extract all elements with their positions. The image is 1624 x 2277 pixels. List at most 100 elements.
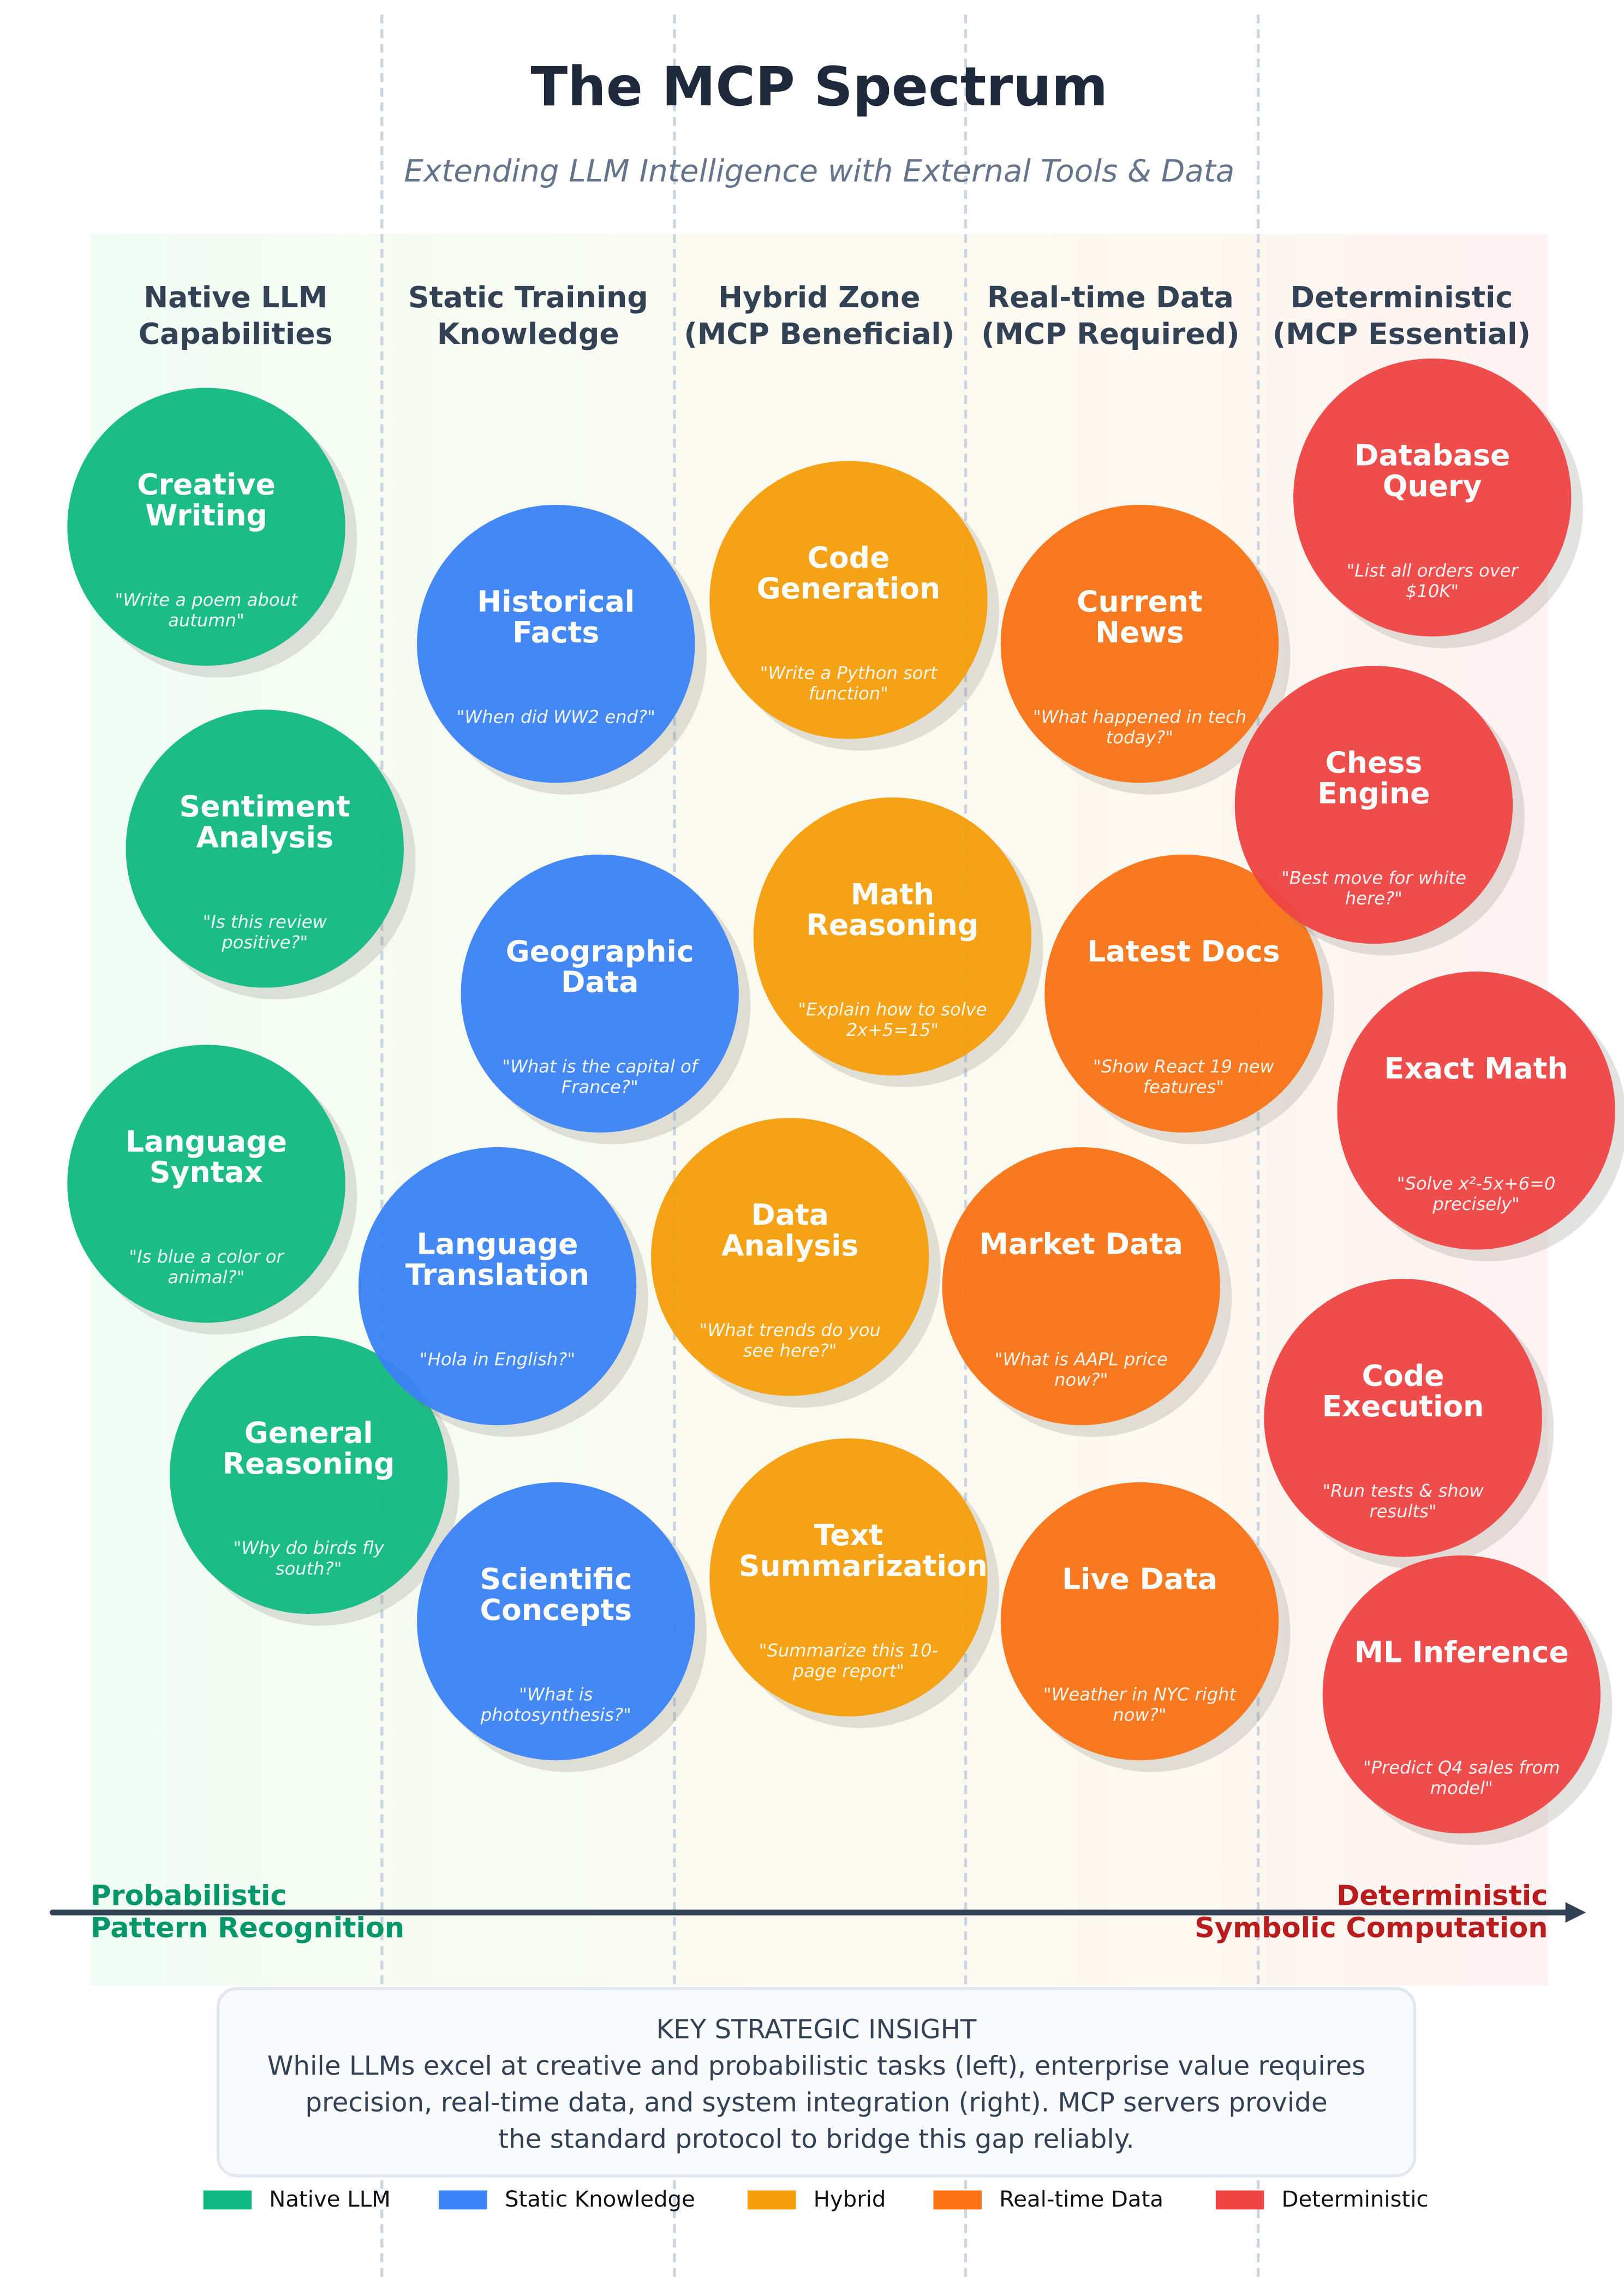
capability-bubble: Chess Engine "Best move for white here?" [1234, 665, 1513, 944]
capability-title: Language Syntax [125, 1124, 288, 1190]
column-divider [1256, 14, 1260, 2277]
capability-title: Chess Engine [1317, 744, 1430, 811]
column-header-deterministic: Deterministic (MCP Essential) [1248, 279, 1555, 353]
page-subtitle: Extending LLM Intelligence with External… [404, 153, 1235, 189]
legend-swatch [439, 2190, 487, 2209]
legend-item-static: Static Knowledge [439, 2186, 695, 2213]
capability-bubble: Historical Facts "When did WW2 end?" [417, 504, 695, 783]
capability-example: "Weather in NYC right now?" [1043, 1684, 1237, 1725]
capability-bubble: Data Analysis "What trends do you see her… [651, 1118, 929, 1396]
capability-example: "Predict Q4 sales from model" [1363, 1757, 1560, 1798]
capability-title: General Reasoning [222, 1415, 395, 1481]
capability-bubble: Code Execution "Run tests & show results" [1264, 1279, 1542, 1557]
capability-bubble: Market Data "What is AAPL price now?" [942, 1147, 1220, 1426]
legend-label: Static Knowledge [504, 2186, 695, 2213]
legend-label: Real-time Data [999, 2186, 1164, 2213]
column-header-static: Static Training Knowledge [374, 279, 682, 353]
column-header-line: (MCP Essential) [1272, 316, 1531, 351]
page-title: The MCP Spectrum [530, 55, 1108, 119]
arrow-right-icon [1565, 1902, 1586, 1923]
column-divider [673, 14, 676, 2277]
capability-title: Creative Writing [137, 467, 276, 533]
capability-example: "Solve x²-5x+6=0 precisely" [1396, 1173, 1556, 1215]
column-header-line: Real-time Data [987, 279, 1234, 315]
capability-example: "Write a Python sort function" [760, 663, 938, 704]
capability-example: "What is photosynthesis?" [480, 1684, 631, 1725]
capability-title: Exact Math [1384, 1050, 1568, 1086]
legend: Native LLM Static Knowledge Hybrid Real-… [0, 2186, 1624, 2215]
axis-label-line: Probabilistic [91, 1880, 287, 1913]
column-header-line: Knowledge [437, 316, 619, 351]
capability-bubble: Creative Writing "Write a poem about autu… [67, 388, 345, 666]
capability-bubble: Current News "What happened in tech today… [1000, 504, 1279, 783]
column-header-line: Capabilities [138, 316, 333, 351]
capability-example: "Run tests & show results" [1322, 1481, 1484, 1522]
capability-example: "What is the capital of France?" [502, 1056, 698, 1098]
insight-line: While LLMs excel at creative and probabi… [267, 2051, 1366, 2083]
capability-bubble: Live Data "Weather in NYC right now?" [1000, 1482, 1279, 1761]
column-header-line: Static Training [408, 279, 648, 315]
capability-title: Language Translation [405, 1226, 590, 1292]
legend-item-hybrid: Hybrid [747, 2186, 886, 2213]
capability-title: ML Inference [1354, 1634, 1569, 1670]
capability-example: "When did WW2 end?" [456, 706, 655, 728]
legend-swatch [747, 2190, 796, 2209]
capability-bubble: Language Translation "Hola in English?" [358, 1147, 637, 1426]
capability-bubble: Sentiment Analysis "Is this review positi… [126, 710, 404, 988]
capability-bubble: Scientific Concepts "What is photosynthes… [417, 1482, 695, 1761]
legend-label: Hybrid [813, 2186, 886, 2213]
capability-title: Geographic Data [505, 933, 694, 1000]
capability-title: Math Reasoning [806, 876, 979, 943]
legend-swatch [1215, 2190, 1264, 2209]
capability-title: Market Data [979, 1226, 1183, 1262]
capability-title: Live Data [1061, 1561, 1218, 1596]
capability-title: Scientific Concepts [480, 1561, 632, 1628]
column-header-hybrid: Hybrid Zone (MCP Beneficial) [666, 279, 973, 353]
column-divider [964, 14, 968, 2277]
capability-example: "What is AAPL price now?" [994, 1349, 1168, 1390]
legend-swatch [203, 2190, 252, 2209]
column-header-line: (MCP Required) [981, 316, 1240, 351]
column-header-line: (MCP Beneficial) [684, 316, 955, 351]
capability-bubble: Math Reasoning "Explain how to solve 2x+5… [753, 797, 1032, 1076]
axis-label-right: Deterministic Symbolic Computation [1195, 1880, 1548, 1945]
capability-example: "What trends do you see here?" [699, 1320, 881, 1361]
insight-box: KEY STRATEGIC INSIGHT While LLMs excel a… [216, 1987, 1417, 2178]
capability-bubble: Language Syntax "Is blue a color or anima… [67, 1045, 345, 1323]
capability-example: "Summarize this 10-page report" [759, 1640, 939, 1682]
capability-bubble: Text Summarization "Summarize this 10-pag… [709, 1438, 988, 1716]
legend-swatch [933, 2190, 982, 2209]
capability-bubble: Geographic Data "What is the capital of F… [461, 854, 739, 1133]
column-header-line: Native LLM [144, 279, 327, 315]
column-header-line: Hybrid Zone [718, 279, 921, 315]
axis-label-line: Deterministic [1336, 1880, 1548, 1913]
column-header-native: Native LLM Capabilities [82, 279, 389, 353]
axis-label-left: Probabilistic Pattern Recognition [91, 1880, 404, 1945]
capability-bubble: Code Generation "Write a Python sort func… [709, 461, 988, 739]
capability-title: Latest Docs [1087, 933, 1280, 969]
capability-bubble: Exact Math "Solve x²-5x+6=0 precisely" [1337, 971, 1615, 1250]
capability-example: "List all orders over $10K" [1346, 560, 1518, 601]
capability-title: Historical Facts [477, 583, 635, 650]
axis-label-line: Symbolic Computation [1195, 1912, 1548, 1945]
axis-label-line: Pattern Recognition [91, 1912, 405, 1945]
legend-label: Deterministic [1281, 2186, 1429, 2213]
capability-example: "Show React 19 new features" [1092, 1056, 1274, 1098]
legend-item-deterministic: Deterministic [1215, 2186, 1429, 2213]
capability-example: "Why do birds fly south?" [233, 1537, 384, 1579]
capability-example: "Hola in English?" [419, 1349, 576, 1370]
capability-title: Text Summarization [738, 1517, 988, 1583]
capability-example: "What happened in tech today?" [1032, 706, 1247, 748]
legend-item-native: Native LLM [203, 2186, 391, 2213]
legend-label: Native LLM [269, 2186, 391, 2213]
capability-example: "Explain how to solve 2x+5=15" [798, 999, 987, 1041]
capability-example: "Best move for white here?" [1281, 867, 1466, 909]
legend-item-realtime: Real-time Data [933, 2186, 1164, 2213]
capability-title: Current News [1077, 583, 1203, 650]
capability-title: Code Generation [756, 540, 941, 606]
column-header-line: Deterministic [1290, 279, 1513, 315]
capability-example: "Write a poem about autumn" [115, 589, 298, 631]
capability-title: Code Execution [1322, 1357, 1484, 1424]
capability-title: Data Analysis [721, 1197, 859, 1263]
